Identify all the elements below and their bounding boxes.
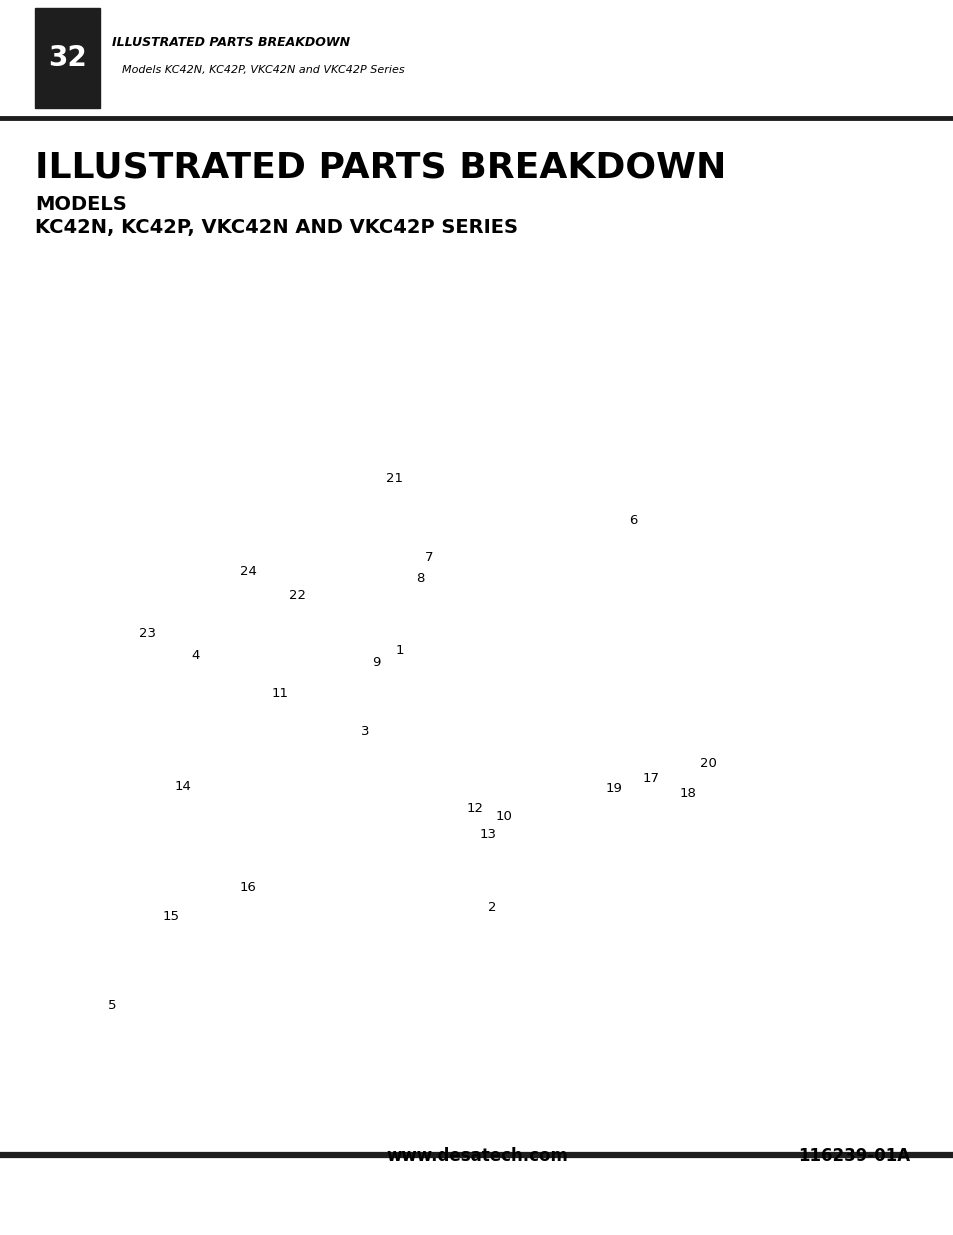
Text: 5: 5 <box>108 999 116 1011</box>
Text: 7: 7 <box>424 551 433 564</box>
Text: 17: 17 <box>641 772 659 785</box>
Text: www.desatech.com: www.desatech.com <box>386 1147 567 1165</box>
Text: 18: 18 <box>679 787 696 799</box>
Bar <box>35 7 100 107</box>
Text: 10: 10 <box>495 810 512 824</box>
Text: 2: 2 <box>488 900 497 914</box>
Text: 19: 19 <box>605 782 621 795</box>
Text: 23: 23 <box>139 627 156 640</box>
Text: 116239-01A: 116239-01A <box>797 1147 909 1165</box>
Text: 20: 20 <box>700 757 716 771</box>
Text: ILLUSTRATED PARTS BREAKDOWN: ILLUSTRATED PARTS BREAKDOWN <box>112 37 350 49</box>
Text: 12: 12 <box>466 802 483 815</box>
Text: 6: 6 <box>629 514 637 527</box>
Text: 4: 4 <box>191 648 199 662</box>
Text: 8: 8 <box>416 572 424 584</box>
Text: 21: 21 <box>385 472 402 484</box>
Text: 16: 16 <box>239 882 256 894</box>
Text: Models KC42N, KC42P, VKC42N and VKC42P Series: Models KC42N, KC42P, VKC42N and VKC42P S… <box>122 65 404 75</box>
Text: 1: 1 <box>395 645 404 657</box>
Text: 14: 14 <box>174 779 192 793</box>
Text: ILLUSTRATED PARTS BREAKDOWN: ILLUSTRATED PARTS BREAKDOWN <box>35 149 725 184</box>
Text: MODELS: MODELS <box>35 195 127 214</box>
Text: 15: 15 <box>163 910 180 924</box>
Text: 3: 3 <box>360 725 369 737</box>
Text: 32: 32 <box>48 44 87 72</box>
Text: 22: 22 <box>289 589 305 603</box>
Text: 24: 24 <box>239 566 256 578</box>
Text: 9: 9 <box>372 656 380 668</box>
Text: 11: 11 <box>271 687 288 699</box>
Text: 13: 13 <box>479 829 497 841</box>
Text: KC42N, KC42P, VKC42N AND VKC42P SERIES: KC42N, KC42P, VKC42N AND VKC42P SERIES <box>35 219 517 237</box>
